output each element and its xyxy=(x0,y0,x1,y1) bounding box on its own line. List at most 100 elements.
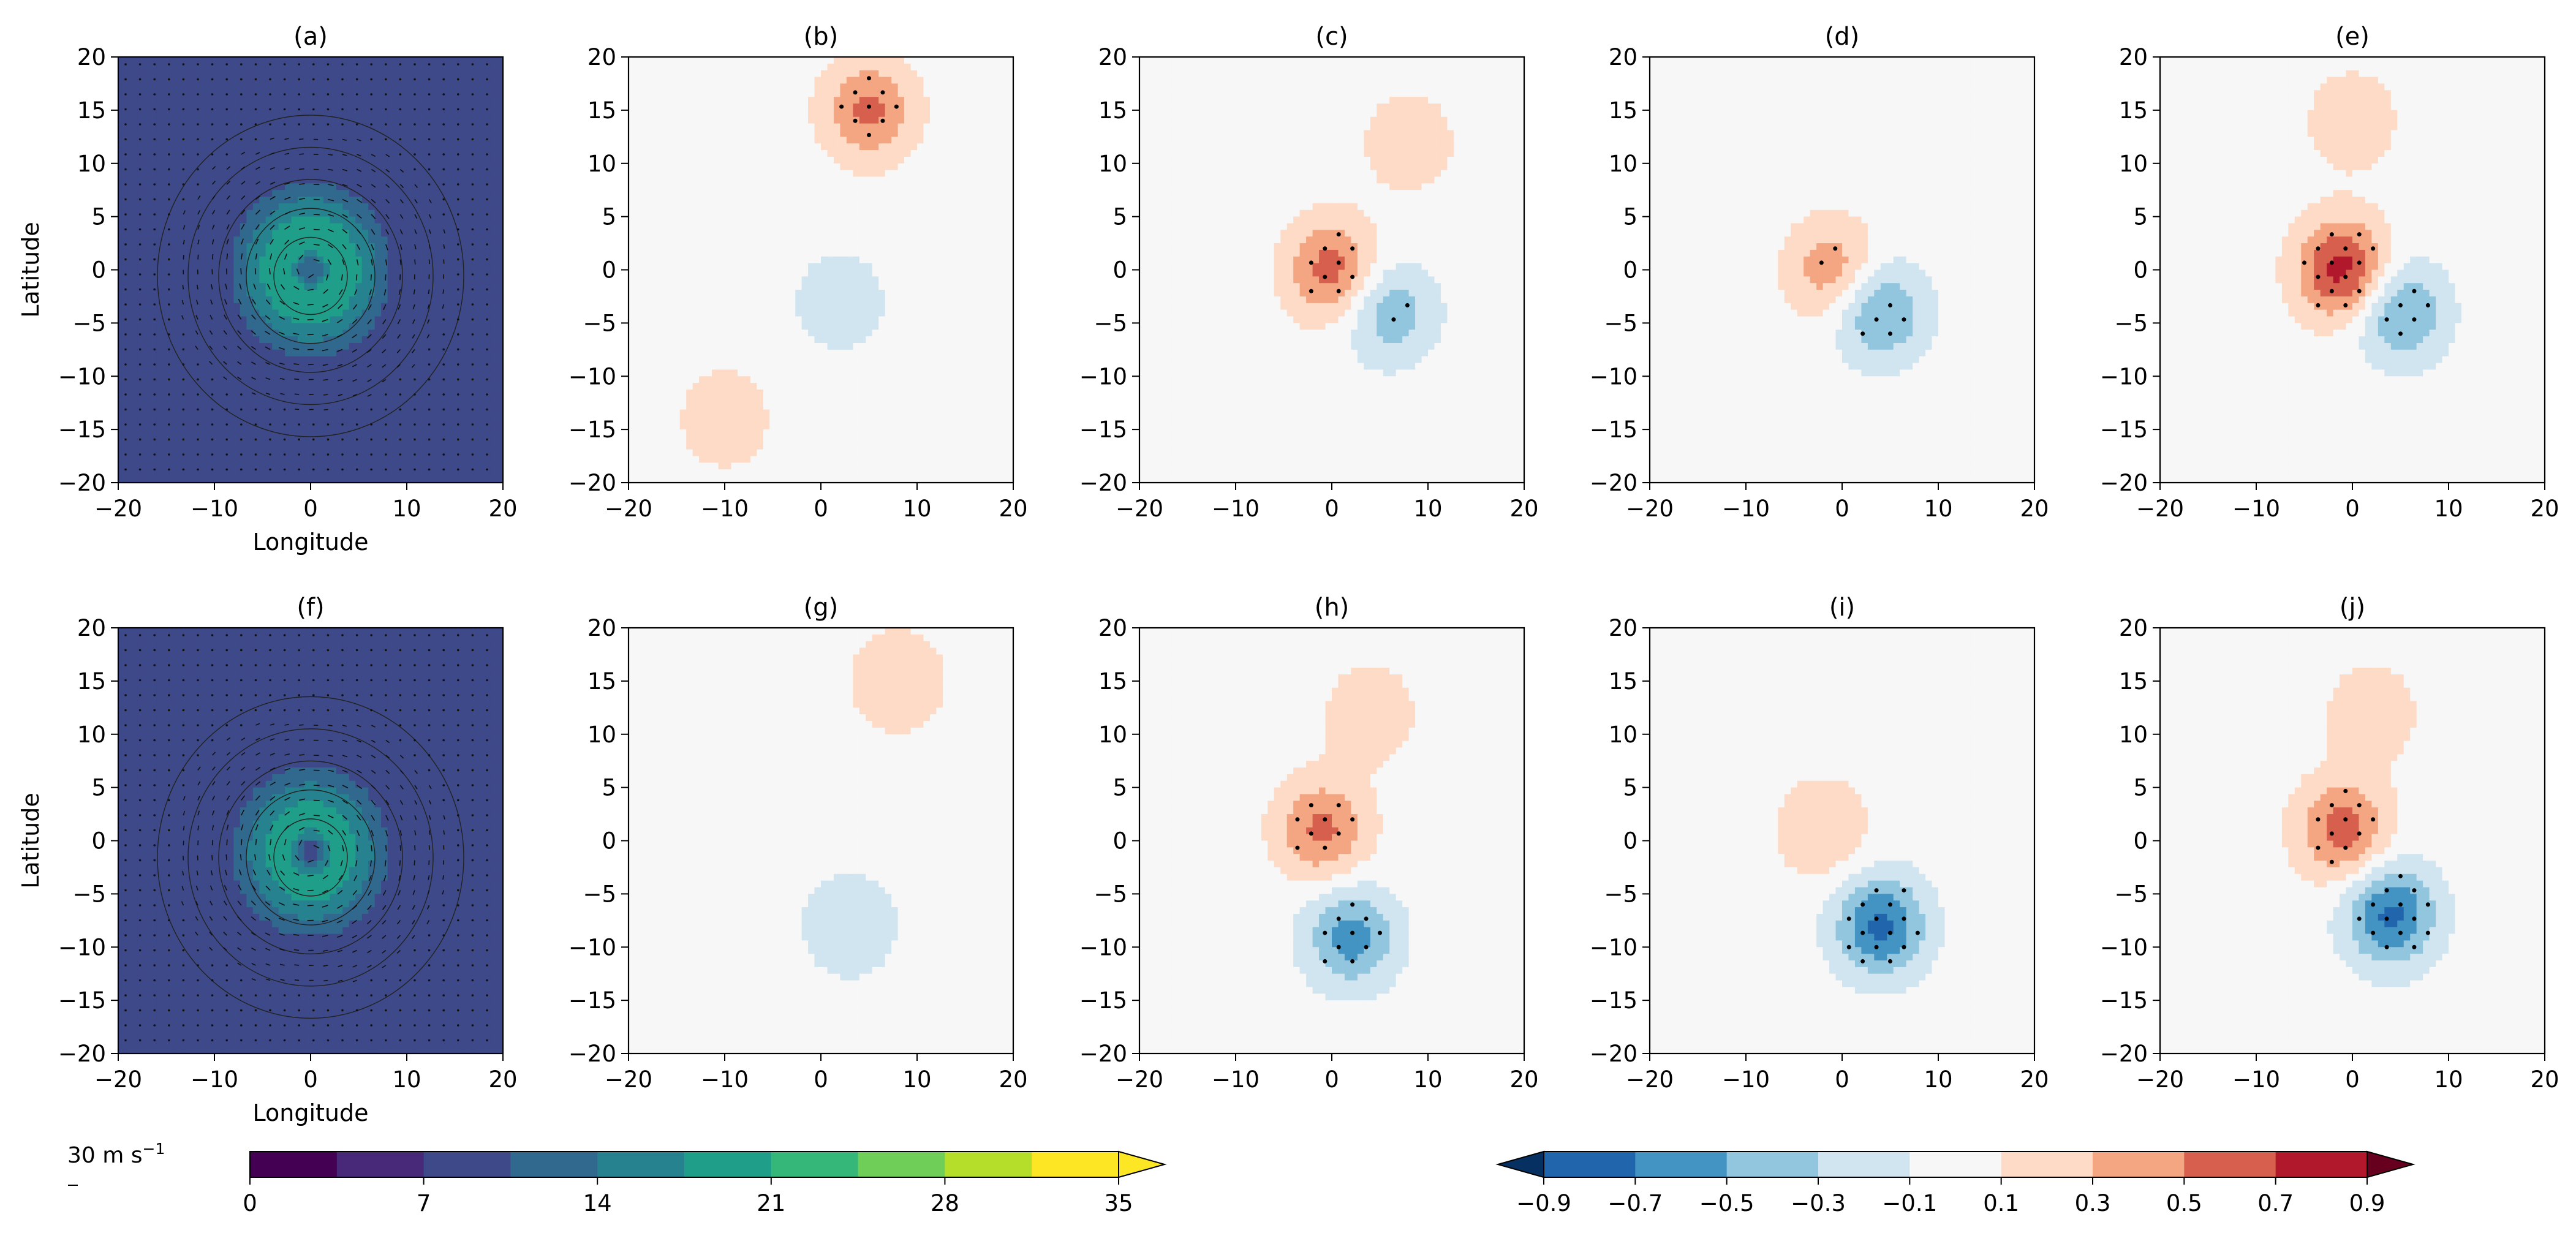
field-cell xyxy=(426,104,433,111)
field-cell xyxy=(496,349,503,357)
field-cell xyxy=(143,336,151,344)
wind-vector xyxy=(457,123,459,126)
field-cell xyxy=(355,270,363,277)
field-cell xyxy=(272,63,279,71)
field-cell xyxy=(323,203,330,211)
field-cell xyxy=(445,256,452,264)
field-cell xyxy=(361,77,369,85)
field-cell xyxy=(349,396,356,404)
wind-vector xyxy=(371,184,376,188)
field-cell xyxy=(635,97,642,104)
field-cell xyxy=(265,176,273,184)
field-cell xyxy=(496,190,503,197)
field-cell xyxy=(400,223,407,230)
field-cell xyxy=(176,423,183,430)
wind-vector xyxy=(341,78,344,81)
field-cell xyxy=(227,236,234,244)
field-cell xyxy=(846,57,853,64)
wind-vector xyxy=(342,138,347,141)
field-cell xyxy=(336,449,343,457)
field-cell xyxy=(381,389,388,397)
field-cell xyxy=(304,442,311,450)
field-cell xyxy=(240,77,247,85)
field-cell xyxy=(394,203,401,211)
field-cell xyxy=(150,249,157,257)
field-cell xyxy=(169,143,176,151)
wind-vector xyxy=(138,258,142,261)
field-cell xyxy=(439,236,446,244)
field-cell xyxy=(470,429,478,437)
field-cell xyxy=(361,90,369,97)
field-cell xyxy=(272,57,279,64)
field-cell xyxy=(413,236,420,244)
field-cell xyxy=(968,83,975,91)
field-cell xyxy=(654,97,661,104)
wind-vector xyxy=(294,378,300,380)
field-cell xyxy=(214,123,222,131)
field-cell xyxy=(176,104,183,111)
field-cell xyxy=(252,223,260,230)
field-cell xyxy=(304,336,311,344)
field-cell xyxy=(712,63,719,71)
field-cell xyxy=(470,77,478,85)
field-cell xyxy=(227,170,234,178)
field-cell xyxy=(458,170,465,178)
field-cell xyxy=(744,57,751,64)
field-cell xyxy=(176,296,183,304)
field-cell xyxy=(451,137,459,144)
field-cell xyxy=(458,296,465,304)
field-cell xyxy=(137,423,145,430)
field-cell xyxy=(795,97,803,104)
field-cell xyxy=(208,249,215,257)
field-cell xyxy=(400,363,407,370)
wind-vector xyxy=(471,273,474,276)
field-cell xyxy=(323,356,330,364)
field-cell xyxy=(195,383,202,390)
wind-vector xyxy=(138,348,142,351)
field-cell xyxy=(361,163,369,171)
field-cell xyxy=(176,409,183,417)
field-cell xyxy=(374,270,382,277)
field-cell xyxy=(143,97,151,104)
field-cell xyxy=(311,409,318,417)
field-cell xyxy=(330,97,337,104)
wind-vector xyxy=(355,438,358,441)
field-cell xyxy=(252,57,260,64)
wind-vector xyxy=(293,333,300,335)
field-cell xyxy=(233,90,241,97)
field-cell xyxy=(240,476,247,483)
wind-vector xyxy=(182,183,185,186)
field-cell xyxy=(272,363,279,370)
field-cell xyxy=(169,97,176,104)
field-cell xyxy=(272,436,279,443)
field-cell xyxy=(252,104,260,111)
field-cell xyxy=(413,97,420,104)
field-cell xyxy=(342,170,350,178)
field-cell xyxy=(265,70,273,78)
field-cell xyxy=(470,476,478,483)
field-cell xyxy=(202,290,209,297)
field-cell xyxy=(374,90,382,97)
field-cell xyxy=(233,209,241,217)
field-cell xyxy=(285,409,292,417)
field-cell xyxy=(731,83,738,91)
field-cell xyxy=(660,77,668,85)
field-cell xyxy=(272,309,279,317)
field-cell xyxy=(413,63,420,71)
wind-vector xyxy=(442,153,445,156)
field-cell xyxy=(143,130,151,137)
field-cell xyxy=(439,363,446,370)
field-cell xyxy=(163,203,170,211)
field-cell xyxy=(208,243,215,251)
field-cell xyxy=(490,57,497,64)
field-cell xyxy=(150,183,157,190)
field-cell xyxy=(949,70,956,78)
field-cell xyxy=(413,163,420,171)
field-cell xyxy=(349,97,356,104)
field-cell xyxy=(118,383,126,390)
field-cell xyxy=(355,90,363,97)
field-cell xyxy=(221,236,228,244)
wind-vector xyxy=(313,244,320,246)
field-cell xyxy=(355,230,363,237)
wind-vector xyxy=(337,319,343,323)
